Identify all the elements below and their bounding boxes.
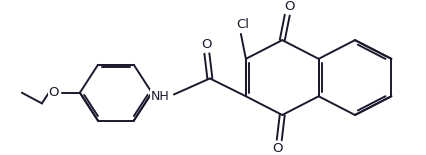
Text: NH: NH bbox=[150, 90, 169, 103]
Text: O: O bbox=[272, 142, 282, 155]
Text: Cl: Cl bbox=[236, 18, 249, 31]
Text: O: O bbox=[284, 0, 294, 13]
Text: O: O bbox=[49, 86, 59, 99]
Text: O: O bbox=[201, 38, 212, 51]
